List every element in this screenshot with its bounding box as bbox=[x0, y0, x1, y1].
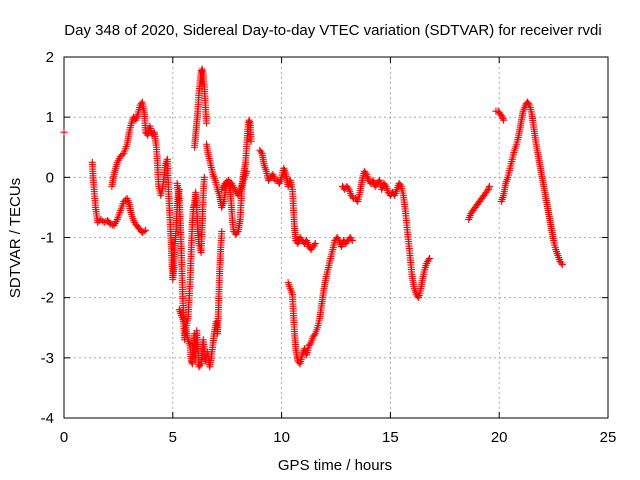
data-point bbox=[497, 112, 505, 120]
data-point bbox=[196, 361, 204, 369]
data-point bbox=[344, 184, 352, 192]
x-tick-label: 5 bbox=[169, 429, 177, 446]
data-point bbox=[361, 169, 369, 177]
data-point bbox=[557, 259, 565, 267]
data-point bbox=[348, 193, 356, 201]
data-point bbox=[424, 256, 432, 264]
x-tick-label: 0 bbox=[60, 429, 68, 446]
y-tick-labels: -4 -3 -2 -1 0 1 2 bbox=[41, 49, 54, 427]
axis-ticks bbox=[63, 56, 609, 419]
x-tick-label: 25 bbox=[600, 429, 617, 446]
data-point bbox=[426, 255, 434, 263]
data-point bbox=[221, 179, 229, 187]
data-point bbox=[243, 167, 251, 175]
data-point bbox=[142, 226, 150, 234]
data-point bbox=[224, 176, 232, 184]
data-point bbox=[334, 235, 342, 243]
data-point bbox=[233, 229, 241, 237]
x-tick-label: 10 bbox=[273, 429, 290, 446]
data-point bbox=[306, 340, 314, 348]
data-point bbox=[100, 218, 108, 226]
data-point bbox=[118, 151, 126, 159]
data-point bbox=[94, 218, 102, 226]
y-tick-label: 2 bbox=[46, 49, 54, 66]
data-point bbox=[347, 235, 355, 243]
data-point bbox=[311, 240, 319, 248]
data-point bbox=[140, 227, 148, 235]
data-point bbox=[200, 173, 208, 181]
data-point bbox=[247, 137, 255, 145]
chart-title: Day 348 of 2020, Sidereal Day-to-day VTE… bbox=[64, 22, 601, 39]
data-point bbox=[500, 116, 508, 124]
x-tick-label: 15 bbox=[382, 429, 399, 446]
y-tick-label: -4 bbox=[41, 410, 54, 427]
data-point bbox=[396, 181, 404, 189]
x-axis-label: GPS time / hours bbox=[278, 457, 392, 474]
data-point bbox=[348, 237, 356, 245]
data-point bbox=[203, 119, 211, 127]
y-tick-label: -3 bbox=[41, 350, 54, 367]
data-point bbox=[60, 128, 68, 136]
y-tick-label: -2 bbox=[41, 290, 54, 307]
x-tick-labels: 0 5 10 15 20 25 bbox=[60, 429, 617, 446]
y-tick-label: 0 bbox=[46, 169, 54, 186]
data-point bbox=[218, 227, 226, 235]
y-tick-label: 1 bbox=[46, 109, 54, 126]
data-point bbox=[310, 331, 318, 339]
data-point bbox=[226, 178, 234, 186]
data-point bbox=[525, 100, 533, 108]
data-point bbox=[97, 215, 105, 223]
data-point bbox=[107, 220, 115, 228]
data-point bbox=[310, 241, 318, 249]
data-point bbox=[381, 181, 389, 189]
data-point bbox=[485, 182, 493, 190]
data-point bbox=[257, 148, 265, 156]
data-point bbox=[483, 187, 491, 195]
data-point bbox=[558, 261, 566, 269]
data-point bbox=[120, 197, 128, 205]
y-axis-label: SDTVAR / TECUs bbox=[7, 178, 24, 298]
x-tick-label: 20 bbox=[491, 429, 508, 446]
data-points bbox=[60, 65, 566, 371]
y-tick-label: -1 bbox=[41, 230, 54, 247]
data-point bbox=[117, 152, 125, 160]
